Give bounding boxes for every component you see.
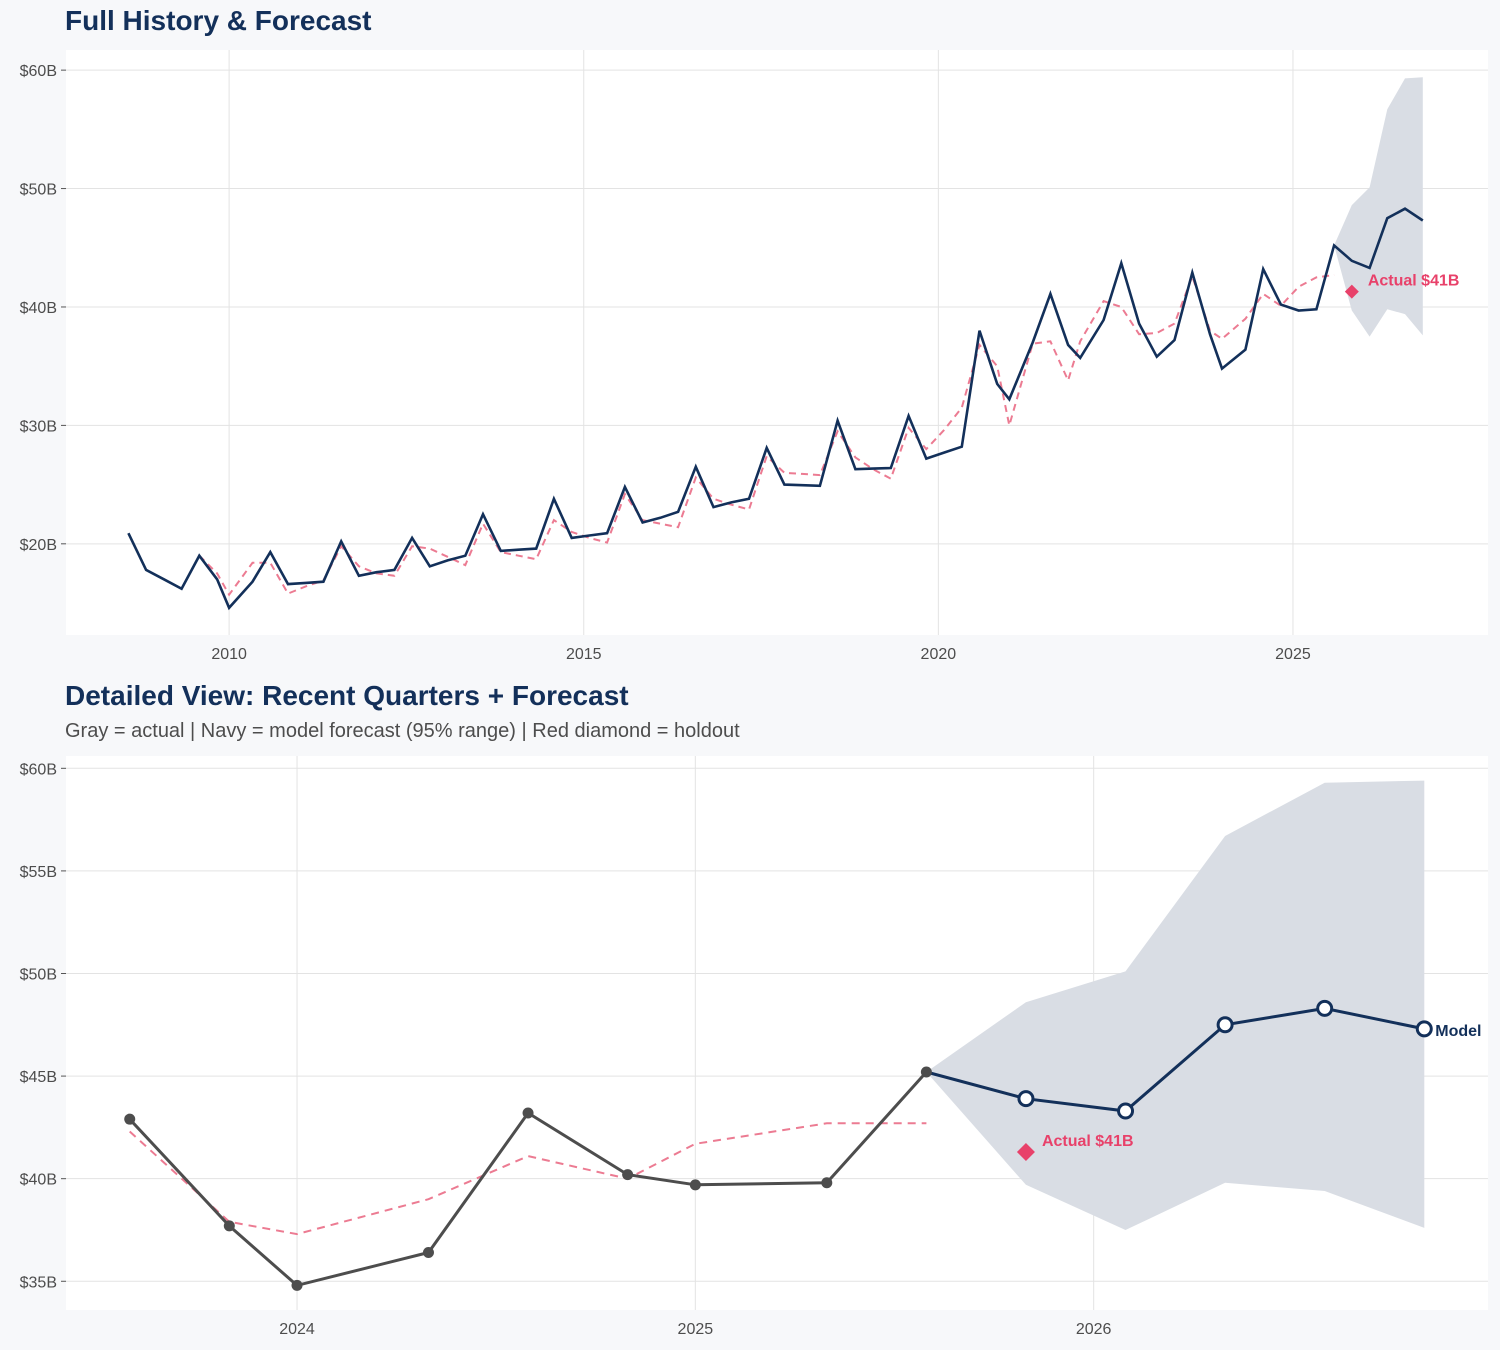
bottom-ytick-label: $60B	[20, 761, 57, 778]
bottom-ytick-label: $55B	[20, 864, 57, 881]
top-forecast-band	[1334, 77, 1423, 337]
bottom-holdout-label: Actual $41B	[1042, 1133, 1134, 1150]
bottom-xtick-label: 2024	[279, 1321, 315, 1338]
bottom-actual-point	[920, 1066, 932, 1078]
bottom-ytick-label: $35B	[20, 1274, 57, 1291]
bottom-forecast-point	[1415, 1020, 1433, 1038]
bottom-forecast-point	[1316, 999, 1334, 1017]
bottom-xtick-label: 2025	[678, 1321, 714, 1338]
bottom-actual-point	[422, 1247, 434, 1259]
top-xtick-label: 2025	[1275, 646, 1311, 663]
bottom-model-label: Model	[1435, 1023, 1481, 1040]
bottom-actual-point	[124, 1113, 136, 1125]
bottom-series-fitted	[129, 1122, 927, 1236]
top-holdout-label: Actual $41B	[1368, 273, 1460, 290]
bottom-chart-title: Detailed View: Recent Quarters + Forecas…	[65, 680, 629, 711]
top-ytick-label: $30B	[20, 418, 57, 435]
bottom-ytick-label: $50B	[20, 966, 57, 983]
bottom-actual-point	[291, 1279, 303, 1291]
bottom-holdout-marker	[1016, 1143, 1035, 1162]
top-plot-area	[66, 50, 1488, 635]
top-holdout-marker	[1344, 284, 1359, 299]
bottom-xtick-label: 2026	[1076, 1321, 1112, 1338]
top-xtick-label: 2010	[211, 646, 247, 663]
bottom-ytick-label: $40B	[20, 1172, 57, 1189]
top-series-fitted	[198, 273, 1335, 597]
bottom-forecast-band	[926, 780, 1425, 1230]
bottom-ytick-label: $45B	[20, 1069, 57, 1086]
top-ytick-label: $60B	[20, 63, 57, 80]
bottom-forecast-point	[1017, 1090, 1035, 1108]
bottom-actual-point	[821, 1177, 833, 1189]
bottom-forecast-point	[1117, 1102, 1135, 1120]
top-xtick-label: 2015	[566, 646, 602, 663]
top-ytick-label: $20B	[20, 537, 57, 554]
top-series-actual	[127, 207, 1424, 611]
bottom-actual-point	[689, 1179, 701, 1191]
bottom-actual-point	[223, 1220, 235, 1232]
bottom-forecast-point	[1216, 1016, 1234, 1034]
bottom-chart-subtitle: Gray = actual | Navy = model forecast (9…	[65, 720, 740, 742]
top-xtick-label: 2020	[921, 646, 957, 663]
top-chart-title: Full History & Forecast	[65, 5, 372, 36]
top-ytick-label: $50B	[20, 182, 57, 199]
bottom-actual-point	[622, 1169, 634, 1181]
bottom-actual-point	[522, 1107, 534, 1119]
top-ytick-label: $40B	[20, 300, 57, 317]
bottom-series-forecast	[926, 1006, 1425, 1113]
